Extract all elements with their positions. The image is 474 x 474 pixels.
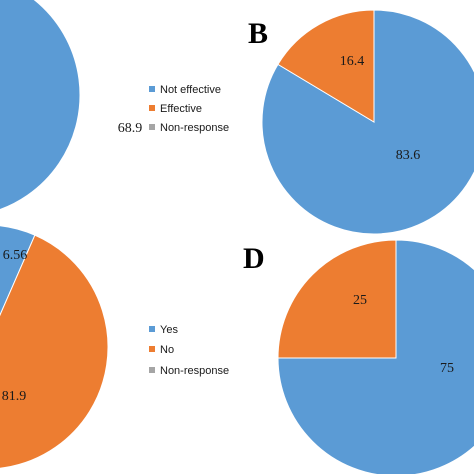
slice-data-label: 75 [440, 361, 454, 376]
legend-label-not-effective: Not effective [160, 84, 221, 96]
pie-slice-not-effective [261, 9, 474, 235]
legend-bottom: Yes No Non-response [149, 324, 229, 377]
pie-chart-d: 75 25 [277, 239, 474, 474]
slice-data-label: 81.9 [2, 389, 27, 404]
legend-swatch-effective [149, 105, 155, 111]
legend-swatch-yes [149, 326, 155, 332]
slice-data-label: 83.6 [396, 148, 421, 163]
legend-label-non-response: Non-response [160, 122, 229, 134]
legend-swatch-not-effective [149, 86, 155, 92]
pie-chart-b: 83.6 16.4 [261, 9, 474, 235]
pie-slice-not-effective [0, 0, 81, 210]
pie-chart-c: 6.56 81.9 [0, 225, 109, 469]
legend-label-non-response: Non-response [160, 365, 229, 377]
slice-data-label: 6.56 [3, 248, 28, 263]
panel-label-b: B [248, 17, 268, 50]
panel-label-d: D [243, 242, 265, 275]
slice-data-label: 25 [353, 293, 367, 308]
legend-label-no: No [160, 344, 174, 356]
slice-data-label: 68.9 [118, 121, 143, 136]
pie-slice-no [0, 234, 109, 469]
pie-slice-effective [277, 9, 375, 123]
legend-label-effective: Effective [160, 103, 202, 115]
pie-slice-no [277, 239, 397, 359]
legend-label-yes: Yes [160, 324, 178, 336]
legend-top: Not effective Effective Non-response [149, 84, 229, 134]
pie-slice-yes [277, 239, 474, 474]
pie-chart-a: 68.9 [0, 0, 143, 210]
legend-swatch-no [149, 346, 155, 352]
legend-swatch-non-response [149, 367, 155, 373]
slice-data-label: 16.4 [340, 54, 365, 69]
legend-swatch-non-response [149, 124, 155, 130]
